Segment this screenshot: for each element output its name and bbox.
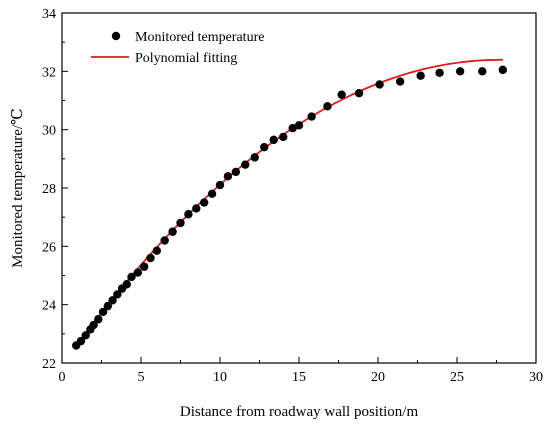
data-point bbox=[200, 198, 209, 207]
data-point bbox=[81, 331, 90, 340]
data-point bbox=[478, 67, 487, 76]
fit-curve bbox=[75, 58, 503, 347]
data-point bbox=[231, 167, 240, 177]
x-tick-label: 20 bbox=[371, 370, 385, 385]
data-point bbox=[215, 180, 225, 190]
data-point bbox=[279, 132, 288, 142]
data-point bbox=[176, 218, 185, 228]
x-tick-label: 15 bbox=[292, 370, 306, 385]
x-tick-label: 10 bbox=[213, 370, 227, 385]
data-point bbox=[76, 336, 86, 346]
data-point bbox=[139, 262, 149, 271]
data-point bbox=[146, 253, 155, 263]
y-tick-label: 28 bbox=[42, 182, 56, 197]
data-point bbox=[152, 246, 161, 255]
data-point bbox=[98, 307, 108, 317]
data-point bbox=[435, 68, 444, 77]
legend: Monitored temperature Polynomial fitting bbox=[91, 30, 264, 66]
x-tick-label: 30 bbox=[529, 370, 543, 385]
data-point bbox=[94, 315, 103, 324]
y-tick-label: 24 bbox=[42, 299, 56, 314]
data-point bbox=[122, 280, 131, 289]
y-tick-label: 22 bbox=[42, 357, 56, 372]
data-point bbox=[113, 290, 122, 299]
data-point bbox=[269, 135, 278, 145]
data-point bbox=[323, 102, 332, 111]
plot-area bbox=[61, 12, 537, 364]
data-point bbox=[337, 90, 346, 99]
data-point bbox=[160, 236, 169, 245]
data-point bbox=[498, 65, 508, 75]
y-tick-label: 34 bbox=[42, 7, 56, 22]
data-point bbox=[260, 142, 269, 152]
data-point bbox=[307, 112, 316, 121]
data-point bbox=[416, 71, 425, 80]
x-tick-label: 25 bbox=[450, 370, 464, 385]
data-point bbox=[288, 124, 297, 133]
legend-label-monitored: Monitored temperature bbox=[135, 30, 264, 45]
data-point bbox=[250, 153, 259, 162]
plot-frame bbox=[61, 12, 537, 364]
axes: 0 5 10 15 20 25 30 22 24 26 28 30 32 34 bbox=[42, 7, 543, 385]
data-point bbox=[223, 172, 233, 181]
data-point bbox=[133, 268, 143, 277]
data-point bbox=[89, 320, 98, 330]
x-axis-title: Distance from roadway wall position/m bbox=[180, 404, 419, 420]
x-tick-label: 5 bbox=[138, 370, 145, 385]
data-point bbox=[375, 80, 384, 89]
x-tick-label: 0 bbox=[59, 370, 66, 385]
y-axis-title: Monitored temperature/℃ bbox=[10, 108, 26, 268]
legend-label-fitting: Polynomial fitting bbox=[135, 51, 237, 66]
data-point bbox=[294, 121, 304, 130]
data-point bbox=[184, 210, 193, 219]
data-point bbox=[395, 77, 405, 86]
data-point bbox=[241, 160, 250, 169]
data-point bbox=[127, 272, 136, 282]
data-point bbox=[354, 89, 364, 98]
data-point bbox=[455, 67, 465, 76]
fit-layer bbox=[75, 58, 503, 347]
points-layer bbox=[72, 65, 508, 350]
data-point bbox=[207, 189, 217, 199]
legend-marker-monitored bbox=[111, 31, 121, 41]
y-tick-label: 32 bbox=[42, 65, 56, 80]
data-point bbox=[192, 204, 201, 213]
y-tick-label: 30 bbox=[42, 124, 56, 139]
y-tick-label: 26 bbox=[42, 240, 56, 255]
data-point bbox=[168, 227, 177, 236]
data-point bbox=[108, 296, 117, 305]
data-point bbox=[103, 301, 113, 311]
